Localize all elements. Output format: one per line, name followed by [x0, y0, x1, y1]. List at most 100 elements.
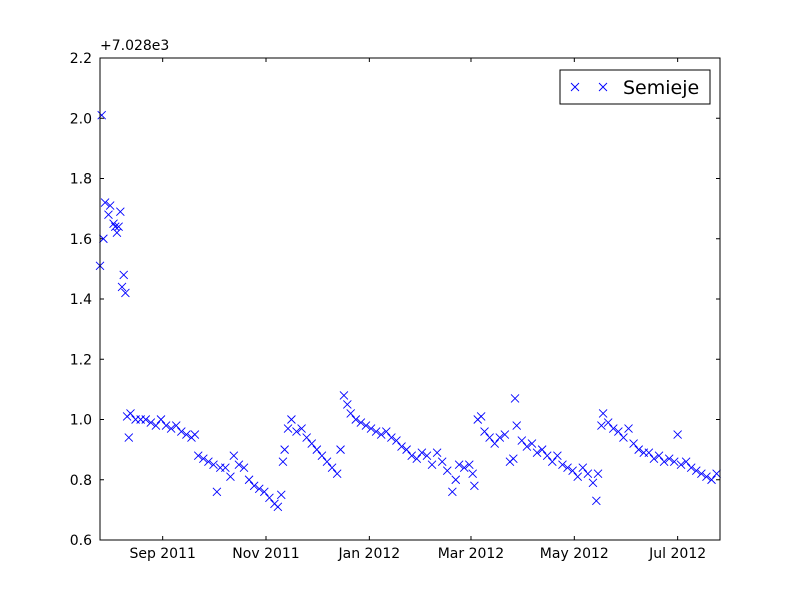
point — [573, 472, 583, 482]
legend-box — [559, 69, 711, 105]
y-tick-label: 1.0 — [70, 413, 92, 429]
point — [381, 427, 391, 436]
point — [376, 430, 386, 439]
point — [339, 391, 349, 400]
point — [392, 436, 401, 445]
point — [592, 496, 601, 506]
point — [451, 475, 461, 485]
point — [608, 424, 618, 433]
point — [97, 110, 107, 120]
point — [512, 421, 522, 430]
point — [597, 421, 606, 430]
point — [624, 424, 633, 433]
point — [199, 454, 208, 463]
point — [691, 466, 701, 476]
point — [221, 463, 230, 473]
point — [112, 228, 122, 238]
point — [476, 412, 486, 421]
point — [644, 448, 654, 457]
x-tick-label: May 2012 — [540, 546, 609, 562]
point — [558, 460, 567, 470]
point — [104, 210, 113, 219]
point — [287, 415, 296, 424]
point — [485, 433, 494, 442]
point — [629, 439, 638, 448]
point — [527, 439, 537, 448]
legend-label: Semieje — [623, 77, 699, 99]
point — [146, 418, 156, 427]
point — [619, 433, 628, 442]
point — [193, 451, 203, 460]
point — [312, 445, 322, 454]
point — [171, 421, 181, 430]
point — [239, 463, 249, 473]
point — [454, 460, 464, 470]
point — [397, 442, 406, 451]
point — [276, 490, 286, 500]
point — [105, 201, 115, 210]
point — [448, 487, 457, 497]
point — [568, 466, 577, 476]
point — [707, 475, 716, 485]
point — [387, 433, 396, 442]
point — [327, 463, 337, 473]
point — [603, 418, 613, 427]
point — [442, 466, 452, 476]
point — [116, 207, 125, 216]
y-tick-label: 0.6 — [70, 533, 92, 549]
x-tick-label: Nov 2011 — [232, 546, 299, 562]
point — [614, 427, 623, 436]
x-tick-label: Jan 2012 — [338, 546, 401, 562]
point — [212, 487, 222, 497]
point — [234, 460, 244, 470]
point — [351, 415, 361, 424]
point — [510, 394, 520, 403]
point — [292, 427, 301, 436]
point — [578, 463, 588, 473]
y-tick-label: 0.8 — [70, 473, 92, 489]
point — [302, 433, 311, 442]
point — [583, 469, 593, 479]
point — [654, 451, 664, 460]
point — [343, 400, 352, 409]
point — [598, 409, 608, 418]
y-tick-label: 2.0 — [70, 111, 92, 127]
plot-frame — [99, 57, 721, 541]
point — [307, 439, 317, 448]
point — [124, 433, 134, 442]
point — [522, 442, 532, 451]
point — [468, 469, 477, 479]
point — [273, 502, 283, 512]
point — [634, 445, 644, 454]
point — [151, 421, 161, 430]
point — [226, 472, 235, 482]
point — [204, 457, 213, 466]
point — [280, 445, 289, 454]
point — [669, 457, 679, 466]
point — [664, 454, 674, 463]
point — [346, 409, 356, 418]
point — [407, 451, 417, 460]
point — [509, 454, 518, 463]
point — [593, 469, 603, 479]
point — [532, 448, 542, 457]
point — [356, 418, 366, 427]
point — [166, 424, 176, 433]
point — [176, 427, 186, 436]
point — [110, 222, 120, 232]
point — [470, 481, 479, 491]
point — [500, 430, 510, 439]
point — [547, 457, 557, 466]
y-tick-label: 1.6 — [70, 232, 92, 248]
point — [361, 421, 371, 430]
legend-marker — [570, 82, 608, 92]
point — [437, 457, 447, 466]
point — [99, 234, 108, 244]
point — [119, 270, 129, 280]
point — [297, 424, 306, 433]
x-tick-label: Jul 2012 — [648, 546, 706, 562]
point — [563, 463, 572, 473]
point — [464, 460, 474, 470]
point — [126, 409, 135, 418]
